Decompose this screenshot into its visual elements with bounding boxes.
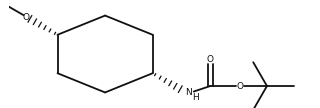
Text: H: H: [192, 93, 199, 102]
Text: O: O: [22, 13, 29, 22]
Text: O: O: [236, 82, 243, 91]
Text: O: O: [207, 55, 214, 64]
Text: N: N: [186, 88, 192, 97]
